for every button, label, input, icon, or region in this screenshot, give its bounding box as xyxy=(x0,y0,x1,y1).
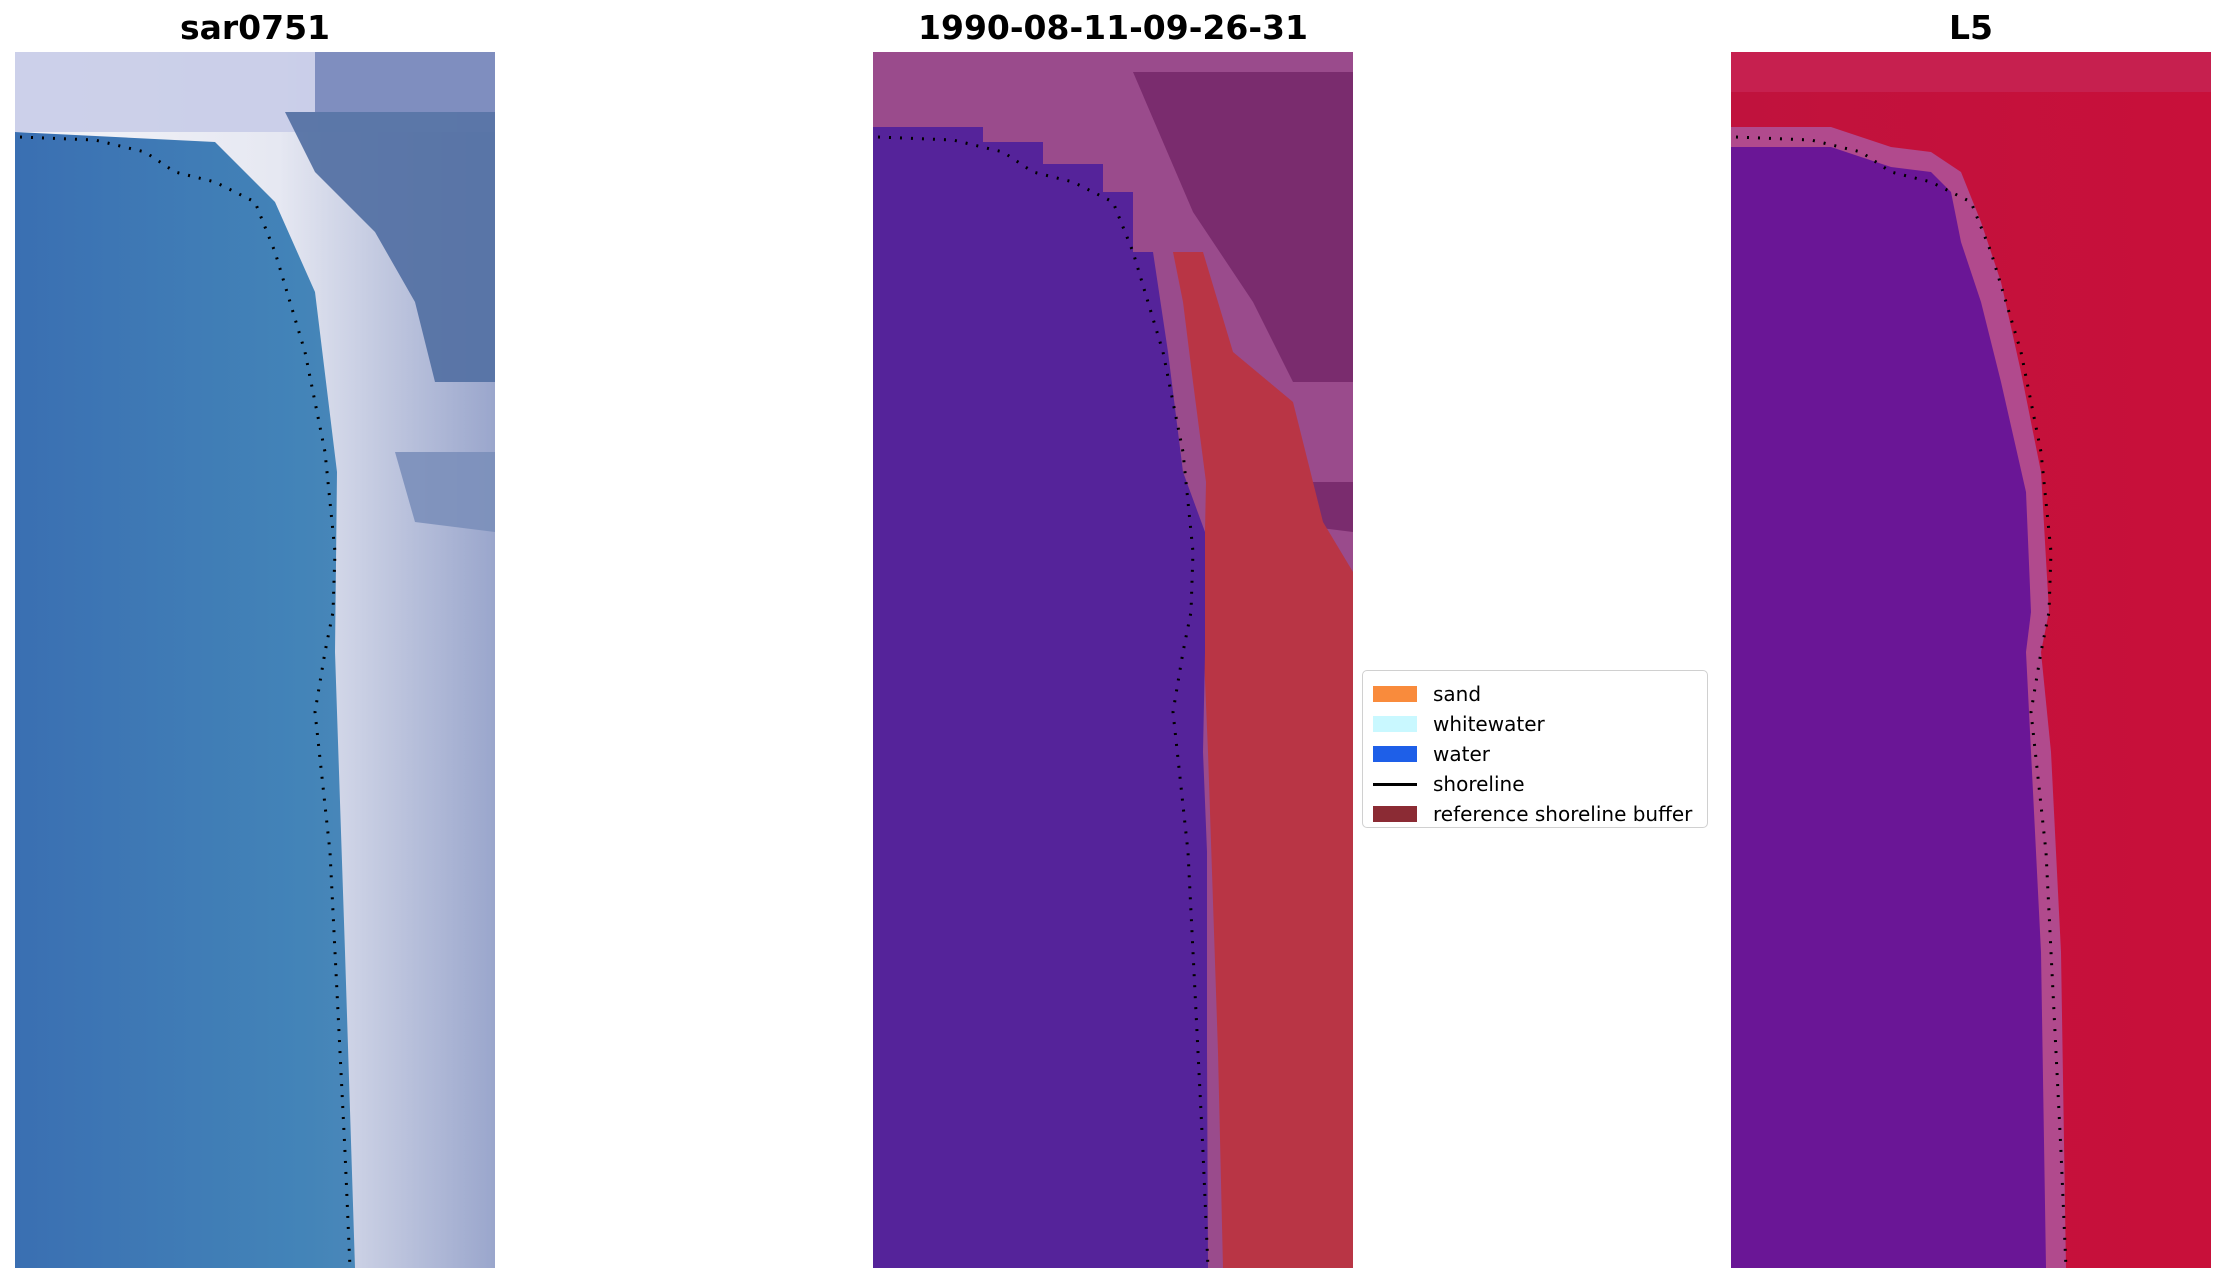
legend-item-water: water xyxy=(1373,739,1697,769)
legend-label-whitewater: whitewater xyxy=(1433,712,1545,736)
index-image-panel xyxy=(1731,52,2211,1268)
shoreline-line-swatch xyxy=(1373,782,1417,786)
rgb-image-panel xyxy=(15,52,495,1268)
legend-item-reference-buffer: reference shoreline buffer xyxy=(1373,799,1697,829)
reference-buffer-swatch xyxy=(1373,806,1417,822)
legend-label-reference-buffer: reference shoreline buffer xyxy=(1433,802,1693,826)
legend-item-shoreline: shoreline xyxy=(1373,769,1697,799)
panel-title-index: L5 xyxy=(1949,8,1993,47)
legend-label-shoreline: shoreline xyxy=(1433,772,1525,796)
legend-item-sand: sand xyxy=(1373,679,1697,709)
legend-item-whitewater: whitewater xyxy=(1373,709,1697,739)
legend: sand whitewater water shoreline referenc… xyxy=(1362,670,1708,828)
panel-title-classification: 1990-08-11-09-26-31 xyxy=(918,8,1308,47)
sand-swatch xyxy=(1373,686,1417,702)
whitewater-swatch xyxy=(1373,716,1417,732)
legend-label-water: water xyxy=(1433,742,1490,766)
classification-panel xyxy=(873,52,1353,1268)
panel-title-rgb: sar0751 xyxy=(179,8,331,47)
water-swatch xyxy=(1373,746,1417,762)
legend-label-sand: sand xyxy=(1433,682,1482,706)
